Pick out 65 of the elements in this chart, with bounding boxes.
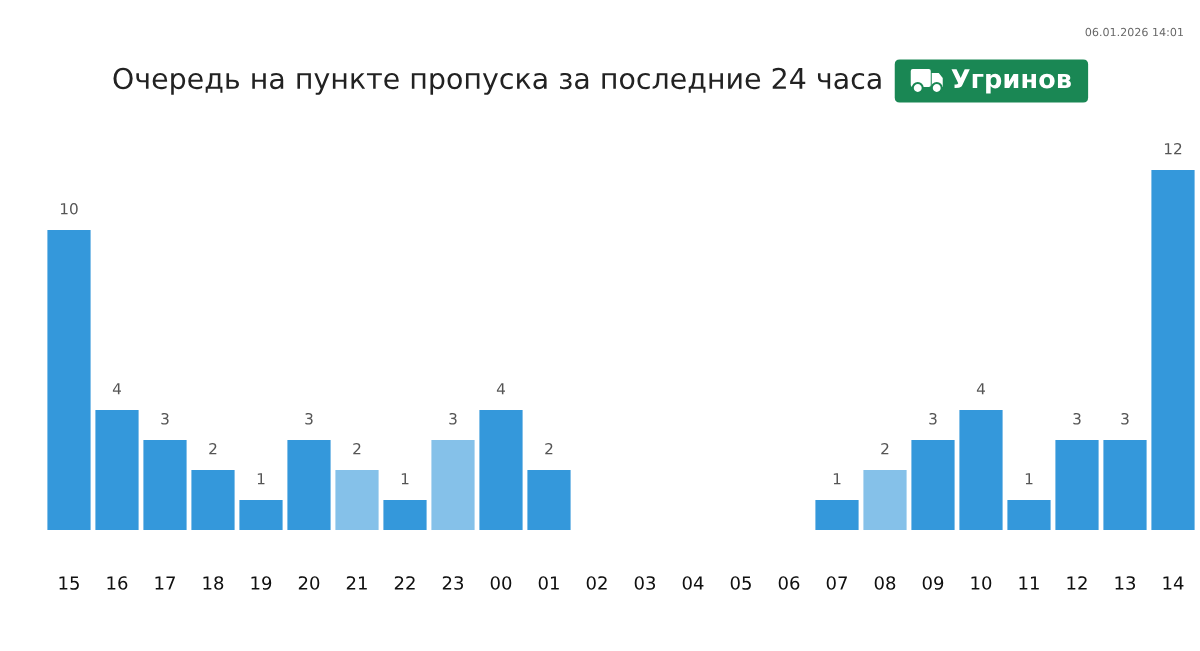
data-label: 3 xyxy=(929,412,937,425)
x-tick-label: 22 xyxy=(394,576,415,590)
data-label: 4 xyxy=(496,383,505,395)
x-tick-label: 01 xyxy=(538,576,559,590)
data-label: 4 xyxy=(112,383,121,395)
x-tick-label: 11 xyxy=(1019,576,1039,590)
x-tick-label: 09 xyxy=(922,576,944,590)
x-tick-label: 02 xyxy=(586,576,607,590)
x-tick-label: 16 xyxy=(107,576,128,590)
data-label: 12 xyxy=(1164,142,1182,155)
bar xyxy=(911,440,955,530)
data-label: 2 xyxy=(353,442,361,455)
data-label: 3 xyxy=(1073,412,1081,425)
x-tick-label: 08 xyxy=(874,576,896,590)
bar xyxy=(47,230,91,530)
data-label: 1 xyxy=(401,473,409,485)
data-label: 3 xyxy=(1121,412,1129,425)
bar xyxy=(287,440,331,530)
text: 06.01.2026 14:01 xyxy=(1085,27,1183,37)
bar xyxy=(527,470,571,530)
x-tick-label: 04 xyxy=(682,576,704,590)
x-tick-label: 17 xyxy=(155,576,175,590)
bar xyxy=(191,470,235,530)
x-tick-label: 13 xyxy=(1115,576,1136,590)
bar xyxy=(431,440,475,530)
x-tick-label: 15 xyxy=(59,576,79,590)
bar xyxy=(143,440,187,530)
data-label: 3 xyxy=(305,412,313,425)
data-label: 2 xyxy=(545,442,553,455)
data-label: 3 xyxy=(449,412,457,425)
data-label: 10 xyxy=(60,202,78,215)
x-tick-label: 00 xyxy=(490,576,512,590)
bar xyxy=(1151,170,1195,530)
data-label: 1 xyxy=(833,473,841,485)
x-tick-label: 19 xyxy=(251,576,272,590)
x-tick-label: 05 xyxy=(730,576,751,590)
bar xyxy=(95,410,139,530)
bar xyxy=(383,500,427,530)
chart-subtitle: Угринов xyxy=(951,69,1071,94)
x-tick-label: 21 xyxy=(346,576,367,590)
x-tick-label: 14 xyxy=(1163,576,1184,590)
x-tick-label: 12 xyxy=(1067,576,1087,590)
bar xyxy=(959,410,1003,530)
bar xyxy=(1007,500,1051,530)
bar xyxy=(335,470,379,530)
data-label: 2 xyxy=(209,442,217,455)
x-tick-label: 23 xyxy=(442,576,464,590)
bar xyxy=(1103,440,1147,530)
bar xyxy=(863,470,907,530)
x-tick-label: 18 xyxy=(203,576,224,590)
x-tick-label: 20 xyxy=(298,576,320,590)
x-tick-label: 10 xyxy=(971,576,992,590)
chart-title: Очередь на пункте пропуска за последние 24 часа xyxy=(113,67,881,95)
data-label: 3 xyxy=(161,412,169,425)
bar xyxy=(1055,440,1099,530)
data-label: 4 xyxy=(976,383,985,395)
data-label: 1 xyxy=(1025,473,1033,485)
bar xyxy=(479,410,523,530)
data-label: 1 xyxy=(257,473,265,485)
x-tick-label: 03 xyxy=(634,576,656,590)
bar xyxy=(239,500,283,530)
x-tick-label: 07 xyxy=(826,576,847,590)
x-tick-label: 06 xyxy=(778,576,800,590)
data-label: 2 xyxy=(881,442,889,455)
bar xyxy=(815,500,859,530)
